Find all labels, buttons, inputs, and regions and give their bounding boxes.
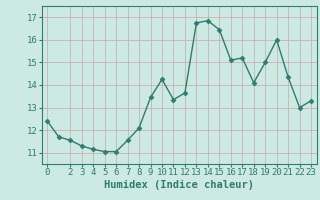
X-axis label: Humidex (Indice chaleur): Humidex (Indice chaleur): [104, 180, 254, 190]
